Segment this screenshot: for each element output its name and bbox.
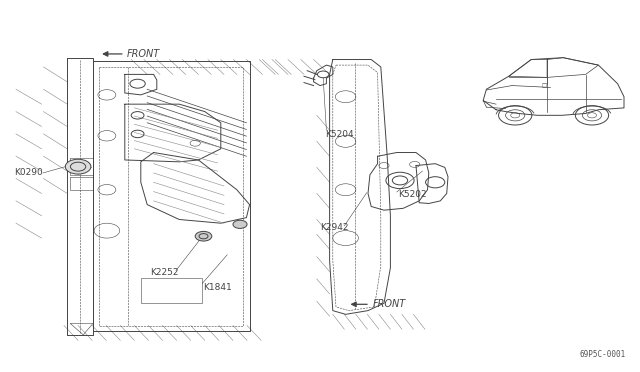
Circle shape bbox=[195, 231, 212, 241]
Bar bbox=[141, 278, 202, 303]
Text: 69P5C-0001: 69P5C-0001 bbox=[580, 350, 626, 359]
Text: K5204: K5204 bbox=[325, 130, 354, 139]
Text: K1841: K1841 bbox=[204, 283, 232, 292]
Text: K2252: K2252 bbox=[150, 268, 179, 277]
Text: □: □ bbox=[541, 83, 547, 88]
Text: FRONT: FRONT bbox=[127, 49, 160, 59]
Text: K2942: K2942 bbox=[320, 223, 349, 232]
Text: K0290: K0290 bbox=[14, 169, 43, 177]
Circle shape bbox=[65, 159, 91, 174]
Text: FRONT: FRONT bbox=[372, 299, 406, 309]
Circle shape bbox=[233, 220, 247, 228]
Text: K5202: K5202 bbox=[398, 190, 427, 199]
